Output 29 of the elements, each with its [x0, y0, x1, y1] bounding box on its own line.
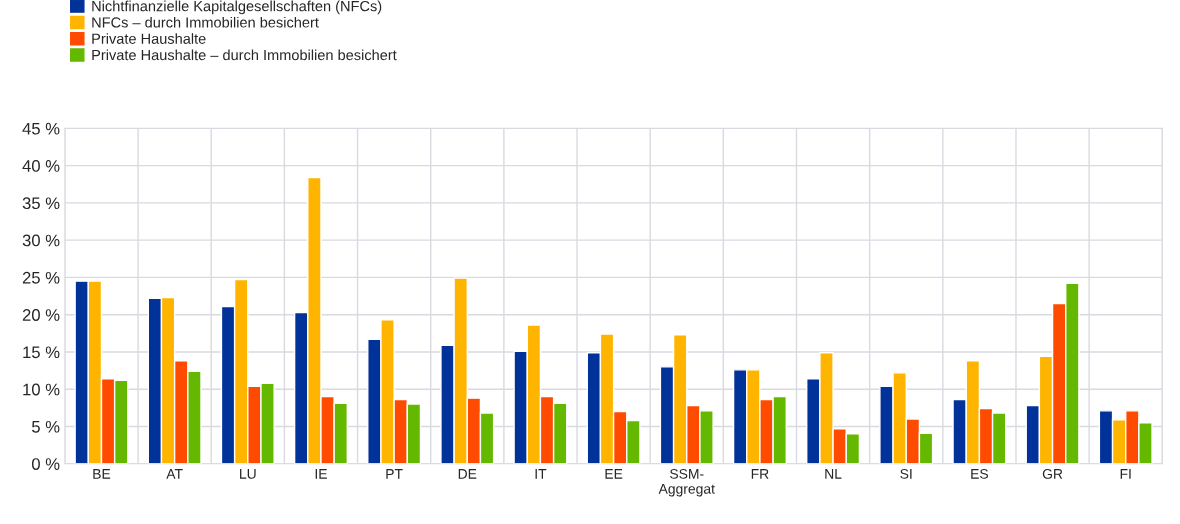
x-tick-label: NL	[825, 469, 842, 479]
x-tick-label: EE	[605, 469, 623, 479]
x-tick-label: BE	[93, 469, 111, 479]
x-tick-label: DE	[458, 469, 477, 479]
x-tick-label: IT	[535, 469, 547, 479]
y-tick-label: 0 %	[31, 458, 60, 470]
legend-label: Private Haushalte	[92, 33, 206, 44]
y-tick-label: 5 %	[31, 420, 60, 433]
y-tick-label: 10 %	[23, 383, 60, 396]
x-tick-label: IE	[315, 469, 327, 479]
x-tick-label: SI	[900, 468, 912, 479]
y-tick-label: 45 %	[22, 122, 60, 135]
x-tick-label: SSM- Aggregat	[658, 468, 715, 497]
y-tick-label: 35 %	[22, 197, 60, 210]
y-tick-label: 25 %	[22, 271, 60, 284]
x-tick-label: FR	[751, 469, 769, 479]
legend-label: NFCs – durch Immobilien besichert	[92, 16, 319, 28]
x-tick-label: ES	[971, 468, 989, 479]
y-tick-label: 30 %	[22, 234, 60, 247]
x-tick-label: AT	[166, 469, 183, 479]
y-tick-label: 15 %	[23, 346, 60, 359]
x-tick-label: FI	[1120, 469, 1131, 479]
y-tick-label: 20 %	[22, 309, 60, 321]
x-tick-label: PT	[386, 469, 403, 479]
legend-label: Private Haushalte – durch Immobilien besichert	[92, 49, 397, 61]
legend-label: Nichtfinanzielle Kapitalgesellschaften (NFCs)	[92, 0, 382, 15]
y-tick-label: 40 %	[22, 160, 60, 172]
x-tick-label: LU	[240, 469, 256, 479]
x-tick-label: GR	[1042, 468, 1063, 479]
